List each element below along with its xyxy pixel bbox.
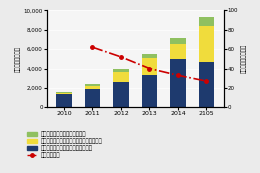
Bar xyxy=(56,92,72,93)
Bar xyxy=(170,59,186,107)
Bar xyxy=(199,26,214,62)
Bar xyxy=(142,54,157,58)
Bar xyxy=(56,93,72,94)
Bar xyxy=(84,89,100,107)
Bar xyxy=(199,62,214,107)
Bar xyxy=(142,75,157,107)
Bar xyxy=(84,84,100,86)
Bar xyxy=(142,58,157,75)
Y-axis label: 前年比成長率（％）: 前年比成長率（％） xyxy=(241,44,247,74)
Bar xyxy=(170,44,186,59)
Bar xyxy=(113,72,129,82)
Bar xyxy=(113,82,129,107)
Bar xyxy=(199,17,214,26)
Bar xyxy=(170,38,186,44)
Legend: コミュニティクラウドサービス, ホステッドプライベートクラウドサービス, オンプレミスプライベートクラウド, 前年比成長率: コミュニティクラウドサービス, ホステッドプライベートクラウドサービス, オンプ… xyxy=(27,131,103,158)
Bar xyxy=(84,86,100,89)
Bar xyxy=(113,70,129,72)
Y-axis label: 市場規模（億円）: 市場規模（億円） xyxy=(15,46,21,72)
Bar xyxy=(56,94,72,107)
